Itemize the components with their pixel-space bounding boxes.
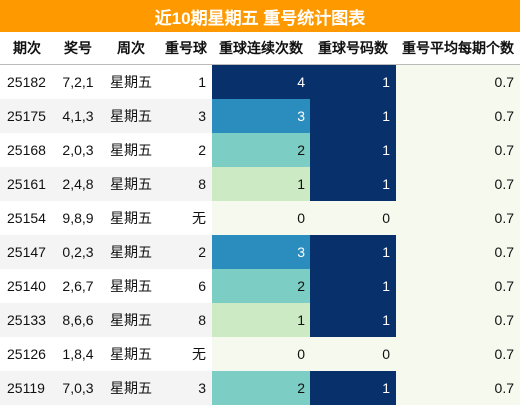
repeat-cell: 1 xyxy=(198,74,206,90)
consecutive-cell: 2 xyxy=(212,133,310,167)
header-repeat: 重号球 xyxy=(160,32,212,65)
repeat-cell: 无 xyxy=(192,210,206,226)
avg-cell: 0.7 xyxy=(396,201,520,235)
count-cell: 1 xyxy=(310,99,396,133)
count-cell: 1 xyxy=(310,303,396,337)
table-row: 25168 2,0,3 星期五 2 2 1 0.7 xyxy=(0,133,520,167)
repeat-cell: 2 xyxy=(160,235,212,269)
count-cell: 1 xyxy=(310,64,396,99)
table-row: 25175 4,1,3 星期五 3 3 1 0.7 xyxy=(0,99,520,133)
consecutive-cell: 0 xyxy=(212,337,310,371)
avg-cell: 0.7 xyxy=(396,99,520,133)
week-cell: 星期五 xyxy=(110,142,152,158)
avg-cell: 0.7 xyxy=(396,269,520,303)
award-cell: 2,0,3 xyxy=(62,142,94,158)
header-count: 重球号码数 xyxy=(310,32,396,65)
table-row: 25182 7,2,1 星期五 1 4 1 0.7 xyxy=(0,64,520,99)
week-cell: 星期五 xyxy=(102,99,160,133)
table-row: 25140 2,6,7 星期五 6 2 1 0.7 xyxy=(0,269,520,303)
header-avg: 重号平均每期个数 xyxy=(396,32,520,65)
week-cell: 星期五 xyxy=(102,371,160,405)
award-cell: 7,0,3 xyxy=(54,371,102,405)
week-cell: 星期五 xyxy=(110,346,152,362)
repeat-cell: 8 xyxy=(160,303,212,337)
week-cell: 星期五 xyxy=(102,167,160,201)
repeat-stats-table: 期次 奖号 周次 重号球 重球连续次数 重球号码数 重号平均每期个数 25182… xyxy=(0,32,520,405)
repeat-cell: 6 xyxy=(198,278,206,294)
consecutive-cell: 1 xyxy=(212,167,310,201)
week-cell: 星期五 xyxy=(102,235,160,269)
avg-cell: 0.7 xyxy=(396,337,520,371)
period-cell: 25154 xyxy=(7,210,46,226)
count-cell: 1 xyxy=(310,371,396,405)
avg-cell: 0.7 xyxy=(396,167,520,201)
avg-cell: 0.7 xyxy=(396,235,520,269)
consecutive-cell: 4 xyxy=(212,64,310,99)
repeat-cell: 无 xyxy=(192,346,206,362)
repeat-cell: 3 xyxy=(160,99,212,133)
repeat-cell: 3 xyxy=(160,371,212,405)
table-row: 25147 0,2,3 星期五 2 3 1 0.7 xyxy=(0,235,520,269)
award-cell: 2,6,7 xyxy=(62,278,94,294)
count-cell: 1 xyxy=(310,167,396,201)
count-cell: 1 xyxy=(310,269,396,303)
table-row: 25161 2,4,8 星期五 8 1 1 0.7 xyxy=(0,167,520,201)
period-cell: 25126 xyxy=(7,346,46,362)
week-cell: 星期五 xyxy=(110,210,152,226)
avg-cell: 0.7 xyxy=(396,64,520,99)
period-cell: 25182 xyxy=(7,74,46,90)
chart-title: 近10期星期五 重号统计图表 xyxy=(0,0,520,32)
avg-cell: 0.7 xyxy=(396,371,520,405)
week-cell: 星期五 xyxy=(110,74,152,90)
week-cell: 星期五 xyxy=(110,278,152,294)
award-cell: 9,8,9 xyxy=(62,210,94,226)
consecutive-cell: 3 xyxy=(212,99,310,133)
count-cell: 0 xyxy=(310,337,396,371)
period-cell: 25140 xyxy=(7,278,46,294)
consecutive-cell: 1 xyxy=(212,303,310,337)
award-cell: 8,6,6 xyxy=(54,303,102,337)
consecutive-cell: 2 xyxy=(212,371,310,405)
award-cell: 1,8,4 xyxy=(62,346,94,362)
period-cell: 25147 xyxy=(0,235,54,269)
table-row: 25119 7,0,3 星期五 3 2 1 0.7 xyxy=(0,371,520,405)
count-cell: 1 xyxy=(310,133,396,167)
avg-cell: 0.7 xyxy=(396,133,520,167)
award-cell: 4,1,3 xyxy=(54,99,102,133)
award-cell: 0,2,3 xyxy=(54,235,102,269)
period-cell: 25161 xyxy=(0,167,54,201)
table-row: 25133 8,6,6 星期五 8 1 1 0.7 xyxy=(0,303,520,337)
count-cell: 0 xyxy=(310,201,396,235)
table-row: 25126 1,8,4 星期五 无 0 0 0.7 xyxy=(0,337,520,371)
header-period: 期次 xyxy=(0,32,54,65)
consecutive-cell: 3 xyxy=(212,235,310,269)
header-row: 期次 奖号 周次 重号球 重球连续次数 重球号码数 重号平均每期个数 xyxy=(0,32,520,65)
avg-cell: 0.7 xyxy=(396,303,520,337)
period-cell: 25175 xyxy=(0,99,54,133)
period-cell: 25133 xyxy=(0,303,54,337)
count-cell: 1 xyxy=(310,235,396,269)
repeat-cell: 2 xyxy=(198,142,206,158)
header-award: 奖号 xyxy=(54,32,102,65)
period-cell: 25168 xyxy=(7,142,46,158)
award-cell: 2,4,8 xyxy=(54,167,102,201)
period-cell: 25119 xyxy=(0,371,54,405)
header-consecutive: 重球连续次数 xyxy=(212,32,310,65)
week-cell: 星期五 xyxy=(102,303,160,337)
repeat-cell: 8 xyxy=(160,167,212,201)
header-week: 周次 xyxy=(102,32,160,65)
table-row: 25154 9,8,9 星期五 无 0 0 0.7 xyxy=(0,201,520,235)
award-cell: 7,2,1 xyxy=(62,74,94,90)
consecutive-cell: 2 xyxy=(212,269,310,303)
consecutive-cell: 0 xyxy=(212,201,310,235)
